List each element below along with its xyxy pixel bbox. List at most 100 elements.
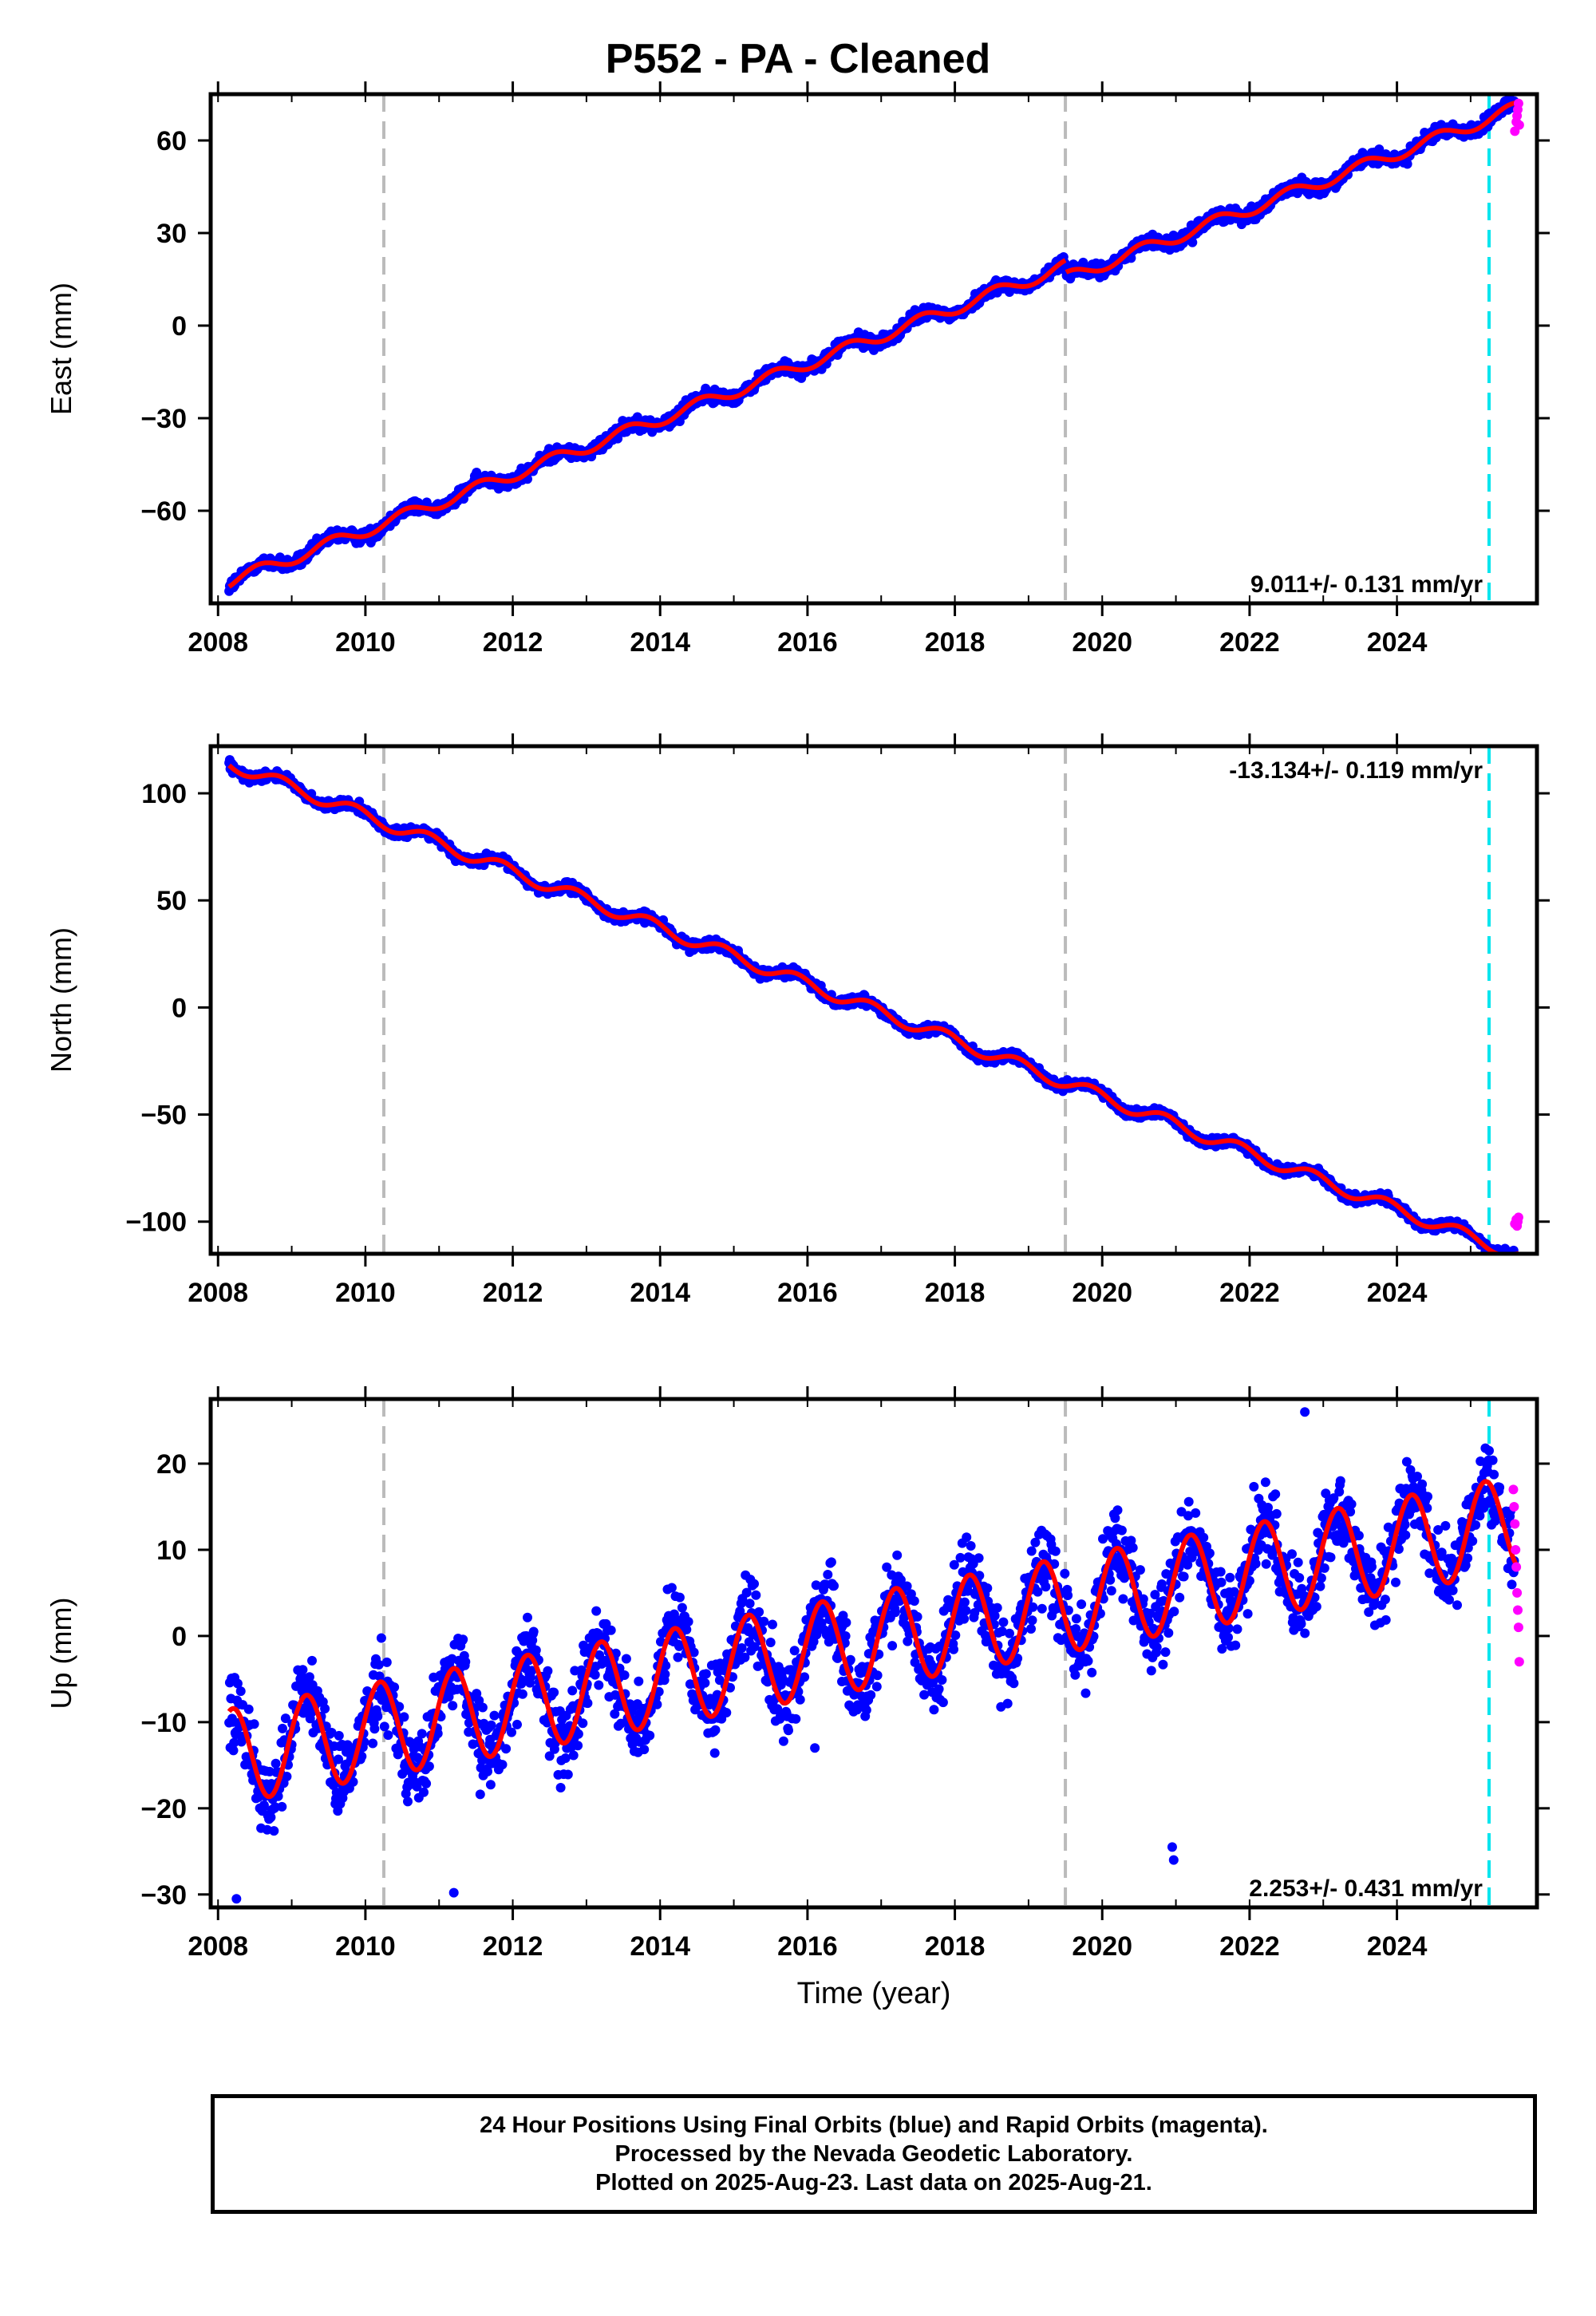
y-tick-label: −60 <box>140 496 187 527</box>
plot-area <box>224 94 1524 603</box>
data-point <box>243 1704 254 1714</box>
rapid-data-point <box>1514 120 1524 130</box>
data-point <box>269 1826 279 1836</box>
data-point <box>475 1789 485 1800</box>
data-point <box>421 1778 432 1788</box>
data-point <box>501 1744 512 1754</box>
x-tick-label: 2018 <box>925 1931 986 1962</box>
plot-area <box>224 1399 1524 1907</box>
x-tick-label: 2012 <box>483 1278 543 1308</box>
x-tick-label: 2016 <box>777 627 838 658</box>
model-fit-line <box>227 100 1520 589</box>
y-tick-label: 30 <box>156 219 187 249</box>
y-tick-label: 0 <box>172 1622 187 1652</box>
data-point <box>278 1723 287 1733</box>
data-point <box>298 1665 308 1675</box>
y-tick-label: −30 <box>140 1880 187 1911</box>
rapid-orbit-points <box>1510 1212 1523 1231</box>
data-point <box>485 1780 496 1790</box>
y-tick-label: 60 <box>156 126 187 156</box>
y-tick-label: 100 <box>141 779 187 809</box>
data-point <box>399 1712 409 1722</box>
data-point <box>517 1689 527 1699</box>
x-tick-label: 2020 <box>1072 627 1132 658</box>
y-tick-label: 20 <box>156 1449 187 1480</box>
rapid-data-point <box>1513 98 1523 109</box>
data-point <box>507 1727 516 1737</box>
x-axis-label: Time (year) <box>797 1977 951 2010</box>
x-tick-label: 2010 <box>335 1931 396 1962</box>
data-point <box>389 1682 400 1693</box>
x-tick-label: 2022 <box>1219 627 1280 658</box>
y-tick-label: 0 <box>172 993 187 1023</box>
x-tick-label: 2014 <box>630 1278 690 1308</box>
rapid-data-point <box>1513 1212 1523 1223</box>
x-tick-label: 2014 <box>630 1931 690 1962</box>
x-tick-label: 2016 <box>777 1931 838 1962</box>
data-point <box>383 1730 393 1741</box>
x-tick-label: 2012 <box>483 627 543 658</box>
data-point <box>489 1710 500 1721</box>
data-point <box>235 1686 246 1697</box>
y-tick-label: 0 <box>172 311 187 342</box>
data-point <box>512 1719 522 1729</box>
x-tick-label: 2010 <box>335 1278 396 1308</box>
data-point <box>320 1704 330 1713</box>
panel-1: 2008 2010 2012 2014 2016 2018 2020 2022 2024 60 30… <box>45 81 1550 658</box>
x-tick-label: 2016 <box>777 1278 838 1308</box>
data-point <box>417 1729 427 1739</box>
data-point <box>381 1657 392 1667</box>
y-tick-label: −100 <box>125 1207 187 1238</box>
data-point <box>528 1626 539 1637</box>
data-point <box>448 1701 458 1711</box>
data-point <box>277 1801 287 1812</box>
plot-area <box>224 746 1523 1254</box>
x-tick-label: 2008 <box>188 627 248 658</box>
x-tick-label: 2018 <box>925 1278 986 1308</box>
data-point <box>543 1666 553 1676</box>
x-tick-label: 2022 <box>1219 1278 1280 1308</box>
x-tick-label: 2020 <box>1072 1931 1132 1962</box>
data-point <box>424 1761 434 1772</box>
data-point <box>477 1702 488 1713</box>
data-point <box>460 1657 471 1667</box>
y-axis-label: North (mm) <box>45 927 77 1073</box>
data-point <box>369 1724 380 1734</box>
x-tick-label: 2022 <box>1219 1931 1280 1962</box>
x-tick-label: 2014 <box>630 627 690 658</box>
x-tick-label: 2012 <box>483 1931 543 1962</box>
data-point <box>523 1612 532 1622</box>
final-orbit-points <box>224 94 1519 596</box>
y-tick-label: −20 <box>140 1794 187 1824</box>
data-point <box>419 1787 429 1797</box>
panel-2: 2008 2010 2012 2014 2016 2018 2020 2022 20241005… <box>45 733 1550 1308</box>
x-tick-label: 2008 <box>188 1278 248 1308</box>
data-point <box>497 1760 508 1770</box>
data-point <box>1187 237 1198 247</box>
plot-frame <box>208 92 1539 606</box>
x-tick-label: 2018 <box>925 627 986 658</box>
y-tick-label: 50 <box>156 886 187 916</box>
data-point <box>368 1738 378 1749</box>
x-tick-label: 2008 <box>188 1931 248 1962</box>
y-tick-label: −50 <box>140 1101 187 1131</box>
rate-label: 9.011+/- 0.131 mm/yr <box>1250 571 1483 598</box>
x-tick-label: 2024 <box>1367 627 1428 658</box>
data-point <box>373 1711 383 1721</box>
data-point <box>249 1719 259 1729</box>
x-tick-label: 2020 <box>1072 1278 1132 1308</box>
y-tick-label: 10 <box>156 1535 187 1566</box>
panel-3: 2008 2010 2012 2014 2016 2018 2020 2022 20242010… <box>45 1386 1550 2010</box>
rapid-orbit-points <box>1510 98 1524 136</box>
rate-label: -13.134+/- 0.119 mm/yr <box>1229 757 1483 784</box>
y-tick-label: −10 <box>140 1708 187 1738</box>
data-point <box>379 1721 389 1732</box>
data-point <box>458 1634 468 1645</box>
x-tick-label: 2010 <box>335 627 396 658</box>
data-point <box>376 1633 386 1643</box>
data-point <box>483 1766 492 1777</box>
data-point <box>403 1796 413 1807</box>
y-tick-label: −30 <box>140 404 187 434</box>
data-point <box>334 1730 344 1741</box>
